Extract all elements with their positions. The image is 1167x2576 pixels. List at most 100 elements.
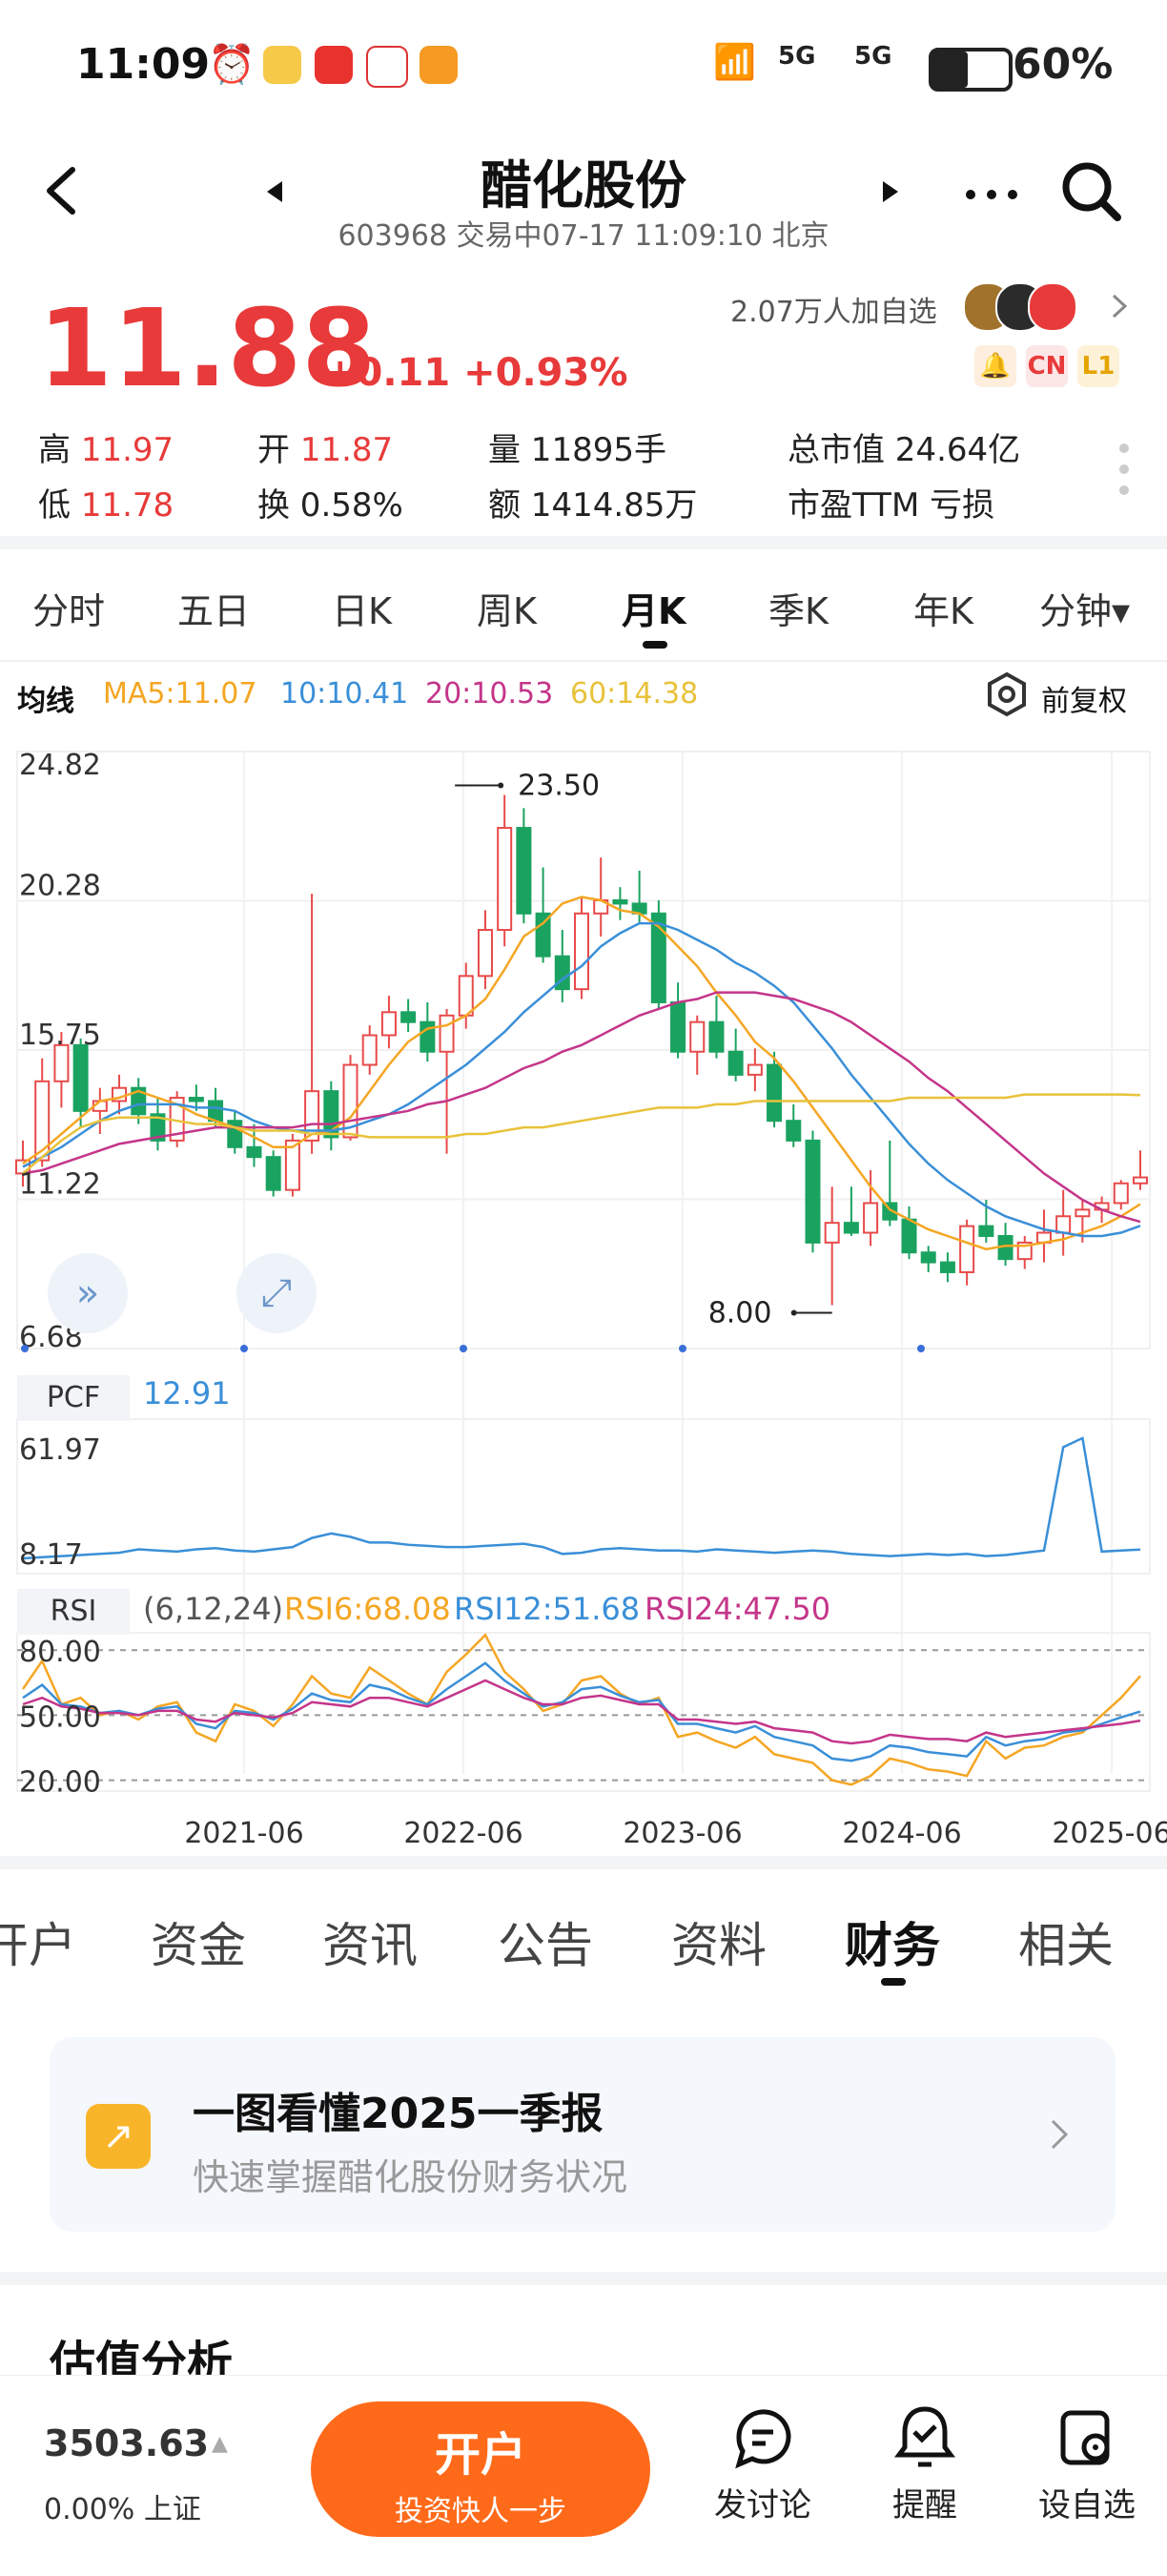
bell-icon[interactable]: 🔔 bbox=[974, 345, 1016, 387]
candle-body bbox=[612, 898, 628, 905]
candle-body bbox=[131, 1086, 147, 1116]
back-icon[interactable] bbox=[38, 162, 86, 219]
prev-stock-icon[interactable] bbox=[263, 177, 286, 206]
candle-body bbox=[747, 1063, 763, 1076]
candle bbox=[939, 1252, 955, 1283]
cn-badge[interactable]: CN bbox=[1026, 345, 1068, 387]
ma60-value: 60:14.38 bbox=[570, 677, 699, 711]
high-annotation: 23.50 bbox=[518, 770, 600, 803]
y-tick-label: 15.75 bbox=[19, 1019, 101, 1052]
search-icon[interactable] bbox=[1058, 158, 1125, 225]
index-up-icon: ▲ bbox=[212, 2432, 228, 2456]
info-tab-related[interactable]: 相关 bbox=[1018, 1918, 1114, 1973]
report-card-subtitle: 快速掌握醋化股份财务状况 bbox=[193, 2156, 628, 2198]
next-stock-icon[interactable] bbox=[879, 177, 902, 206]
fullscreen-icon[interactable]: ⤢ bbox=[236, 1253, 317, 1333]
expand-left-icon[interactable]: » bbox=[48, 1253, 128, 1333]
follower-avatars[interactable] bbox=[963, 282, 1077, 332]
index-change: 0.00% 上证 bbox=[44, 2493, 201, 2526]
rsi-line-1 bbox=[22, 1661, 1141, 1762]
shop-app-icon bbox=[420, 46, 458, 84]
tab-five-day[interactable]: 五日 bbox=[177, 590, 251, 632]
low-label: 低 bbox=[38, 486, 71, 525]
more-icon[interactable] bbox=[963, 187, 1020, 200]
y-tick-label: 24.82 bbox=[19, 749, 101, 782]
open-account-button[interactable]: 开户 投资快人一步 bbox=[311, 2401, 650, 2537]
tab-monthly-k[interactable]: 月K bbox=[622, 590, 686, 632]
info-tab-profile[interactable]: 资料 bbox=[671, 1918, 767, 1973]
tab-yearly-k[interactable]: 年K bbox=[913, 590, 973, 632]
candle-body bbox=[150, 1113, 166, 1142]
candle-body bbox=[458, 975, 474, 1017]
l1-badge[interactable]: L1 bbox=[1077, 345, 1119, 387]
rsi-chart bbox=[21, 1633, 1141, 1786]
section-divider bbox=[0, 536, 1167, 549]
info-tab-announcements[interactable]: 公告 bbox=[498, 1918, 593, 1973]
add-watchlist-button[interactable]: 设自选 bbox=[1030, 2403, 1144, 2525]
info-tab-finance[interactable]: 财务 bbox=[845, 1918, 940, 1973]
x-tick-label: 2023-06 bbox=[623, 1817, 742, 1850]
pcf-label[interactable]: PCF bbox=[17, 1375, 130, 1421]
x-marker-dot bbox=[917, 1345, 925, 1352]
report-card[interactable]: ↗ 一图看懂2025一季报 快速掌握醋化股份财务状况 bbox=[50, 2037, 1116, 2232]
tab-quarterly-k[interactable]: 季K bbox=[768, 590, 829, 632]
candle bbox=[265, 1150, 281, 1197]
candle bbox=[1035, 1209, 1052, 1263]
chevron-right-icon[interactable] bbox=[1110, 292, 1129, 320]
candle bbox=[689, 1015, 706, 1075]
candle-body bbox=[34, 1080, 51, 1162]
candle bbox=[824, 1186, 840, 1306]
candle-body bbox=[978, 1225, 994, 1237]
candle-body bbox=[939, 1261, 955, 1273]
rsi-grid-frame bbox=[16, 1632, 1151, 1792]
high-marker-dot bbox=[498, 782, 504, 789]
battery-icon bbox=[929, 48, 1013, 92]
index-value[interactable]: 3503.63 bbox=[44, 2422, 210, 2464]
ma-line-0 bbox=[22, 896, 1141, 1251]
candle bbox=[920, 1246, 936, 1272]
chat-icon bbox=[735, 2409, 791, 2469]
candle-body bbox=[1133, 1176, 1148, 1185]
candle bbox=[380, 996, 397, 1049]
candle bbox=[304, 894, 320, 1154]
adjust-settings-icon[interactable] bbox=[984, 671, 1030, 717]
info-tab-indicator bbox=[881, 1978, 906, 1986]
avatar bbox=[1028, 282, 1077, 332]
battery-percent: 60% bbox=[1013, 40, 1114, 89]
ma20-value: 20:10.53 bbox=[425, 677, 554, 711]
adjust-mode-label[interactable]: 前复权 bbox=[1041, 685, 1127, 718]
candle-body bbox=[477, 929, 493, 978]
candle bbox=[92, 1087, 108, 1134]
chart-grid bbox=[16, 751, 1151, 1792]
candle bbox=[53, 1032, 70, 1108]
follower-count[interactable]: 2.07万人加自选 bbox=[730, 296, 937, 329]
rsi-label[interactable]: RSI bbox=[17, 1589, 130, 1635]
tab-intraday[interactable]: 分时 bbox=[32, 590, 106, 632]
candle bbox=[1133, 1150, 1148, 1190]
kline-chart[interactable]: 24.8220.2815.7511.226.6823.508.0061.978.… bbox=[0, 731, 1167, 1856]
info-tab-news[interactable]: 资讯 bbox=[322, 1918, 418, 1973]
discuss-button[interactable]: 发讨论 bbox=[706, 2403, 820, 2525]
x-tick-label: 2022-06 bbox=[403, 1817, 522, 1850]
chart-labels: 24.8220.2815.7511.226.6823.508.0061.978.… bbox=[19, 749, 1167, 1850]
tab-weekly-k[interactable]: 周K bbox=[477, 590, 537, 632]
market-cap-stat: 总市值 24.64亿 bbox=[788, 431, 1021, 469]
info-tab-funds[interactable]: 资金 bbox=[151, 1918, 246, 1973]
candle-body bbox=[420, 1020, 436, 1053]
candle-body bbox=[843, 1222, 859, 1234]
candle bbox=[805, 1130, 821, 1253]
info-tab-account[interactable]: 开户 bbox=[0, 1918, 76, 1973]
tab-daily-k[interactable]: 日K bbox=[332, 590, 392, 632]
rsi-y-tick: 50.00 bbox=[19, 1700, 101, 1734]
remind-button[interactable]: 提醒 bbox=[868, 2403, 982, 2525]
tab-minute[interactable]: 分钟▾ bbox=[1039, 590, 1131, 632]
pe-stat: 市盈TTM 亏损 bbox=[788, 486, 995, 525]
status-bar: 11:09 ⏰ 📶 5G 5G 60% bbox=[0, 0, 1167, 134]
candle bbox=[72, 1038, 89, 1128]
low-marker-dot bbox=[790, 1309, 797, 1316]
expand-stats-icon[interactable] bbox=[1117, 441, 1131, 498]
candle-body bbox=[824, 1222, 840, 1244]
ma10-value: 10:10.41 bbox=[280, 677, 409, 711]
candle bbox=[284, 1133, 300, 1197]
candle-body bbox=[246, 1145, 262, 1159]
